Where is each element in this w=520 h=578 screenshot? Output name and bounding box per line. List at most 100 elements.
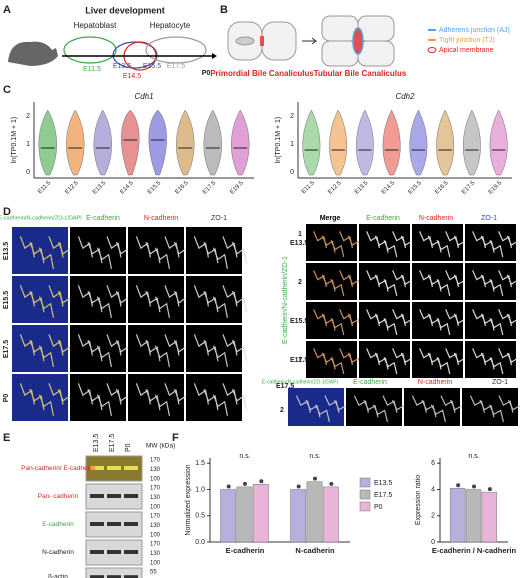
- legend-label: E13.5: [374, 480, 392, 487]
- signal: [472, 231, 520, 258]
- signal: [366, 231, 415, 258]
- bar: [290, 489, 307, 543]
- blot: [85, 567, 143, 578]
- timepoint: E11.5: [83, 66, 101, 73]
- band: [90, 550, 104, 554]
- y-tick-label: 1: [26, 141, 30, 148]
- ellipse: [63, 36, 117, 64]
- signal: [366, 348, 415, 375]
- bar: [322, 486, 339, 543]
- signal: [419, 270, 468, 297]
- panel-label: B: [220, 4, 228, 16]
- arrow: [302, 37, 317, 45]
- bar: [306, 481, 323, 543]
- cell-diagram: [227, 15, 395, 67]
- x-tick-label: E13.5: [92, 180, 108, 196]
- x-tick-label: E16.5: [174, 180, 190, 196]
- lane-label: E13.5: [93, 434, 100, 452]
- signal: [135, 236, 190, 269]
- violin: [436, 109, 455, 176]
- signal: [313, 270, 362, 297]
- band: [90, 575, 104, 578]
- title: Liver development: [85, 5, 165, 15]
- mw-label: 170: [150, 514, 161, 520]
- signal: [419, 231, 468, 258]
- y-tick-label: 0.5: [195, 513, 205, 520]
- signal: [472, 348, 520, 375]
- plot-title: Cdh2: [395, 92, 415, 101]
- signal: [77, 383, 132, 416]
- blot-label: Pan-cadherin/ E-cadherin: [21, 465, 95, 472]
- dot: [226, 484, 231, 489]
- bar: [481, 491, 498, 543]
- row-number: 1: [298, 357, 302, 364]
- column-header: Merge: [320, 215, 341, 222]
- mouse-icon: [8, 41, 58, 66]
- timepoint: E14.5: [123, 73, 141, 80]
- signal: [193, 285, 248, 318]
- x-tick-label: E19.5: [229, 180, 245, 196]
- y-tick-label: 0: [290, 169, 294, 176]
- x-tick-label: E15.5: [408, 180, 424, 196]
- violin: [93, 109, 112, 176]
- signal: [193, 334, 248, 367]
- blot-label: Pan- cadherin: [38, 493, 79, 500]
- column-header: E-cadherin: [353, 379, 387, 386]
- mw-label: 130: [150, 523, 161, 529]
- signal: [19, 236, 74, 269]
- y-tick-label: 1.5: [195, 460, 205, 467]
- violin: [409, 109, 428, 176]
- y-tick-label: 2: [26, 113, 30, 120]
- signal: [19, 285, 74, 318]
- band: [124, 575, 138, 578]
- column-header: ZO-1: [492, 379, 508, 386]
- violin: [462, 109, 481, 176]
- row-label: E17.5: [290, 357, 308, 364]
- column-header: ZO-1: [211, 215, 227, 222]
- legend-label: Tight junction (TJ): [439, 37, 495, 44]
- band: [107, 550, 121, 554]
- signal: [313, 309, 362, 336]
- column-header: ZO-1: [481, 215, 497, 222]
- x-tick-label: E16.5: [434, 180, 450, 196]
- y-axis-label: Normalized expression: [185, 464, 192, 535]
- panel-label: D: [3, 206, 11, 218]
- band: [124, 522, 138, 526]
- stage: Hepatocyte: [150, 21, 191, 30]
- row-number: 2: [280, 407, 284, 414]
- arrow: [212, 53, 217, 59]
- violin: [329, 109, 348, 176]
- dot: [243, 481, 247, 486]
- band: [107, 522, 121, 526]
- violin: [489, 109, 508, 176]
- annotation: n.s.: [468, 453, 479, 460]
- signal: [193, 236, 248, 269]
- lane-label: E17.5: [109, 434, 116, 452]
- row-label: E17.5: [276, 383, 294, 390]
- row-number: 1: [298, 231, 302, 238]
- band: [107, 494, 121, 498]
- violin: [203, 109, 222, 176]
- violin: [66, 109, 85, 176]
- signal: [472, 270, 520, 297]
- panel-label: E: [3, 432, 10, 444]
- legend-swatch: [427, 47, 437, 53]
- signal: [366, 270, 415, 297]
- x-tick-label: E12.5: [64, 180, 80, 196]
- y-tick-label: 6: [431, 460, 435, 467]
- blot-label: β-actin: [48, 574, 68, 578]
- signal: [135, 285, 190, 318]
- y-tick-label: 0.0: [195, 539, 205, 546]
- legend-label: Adherens junction (AJ): [439, 27, 510, 34]
- signal: [135, 334, 190, 367]
- stage: Hepatoblast: [74, 21, 117, 30]
- signal: [419, 309, 468, 336]
- y-axis-label: Expression ratio: [415, 475, 422, 525]
- mw-label: 170: [150, 542, 161, 548]
- signal: [366, 309, 415, 336]
- x-tick-label: E14.5: [381, 180, 397, 196]
- signal: [19, 383, 74, 416]
- x-tick-label: N-cadherin: [295, 546, 335, 555]
- column-header: N-cadherin: [418, 379, 452, 386]
- ellipse: [112, 41, 158, 69]
